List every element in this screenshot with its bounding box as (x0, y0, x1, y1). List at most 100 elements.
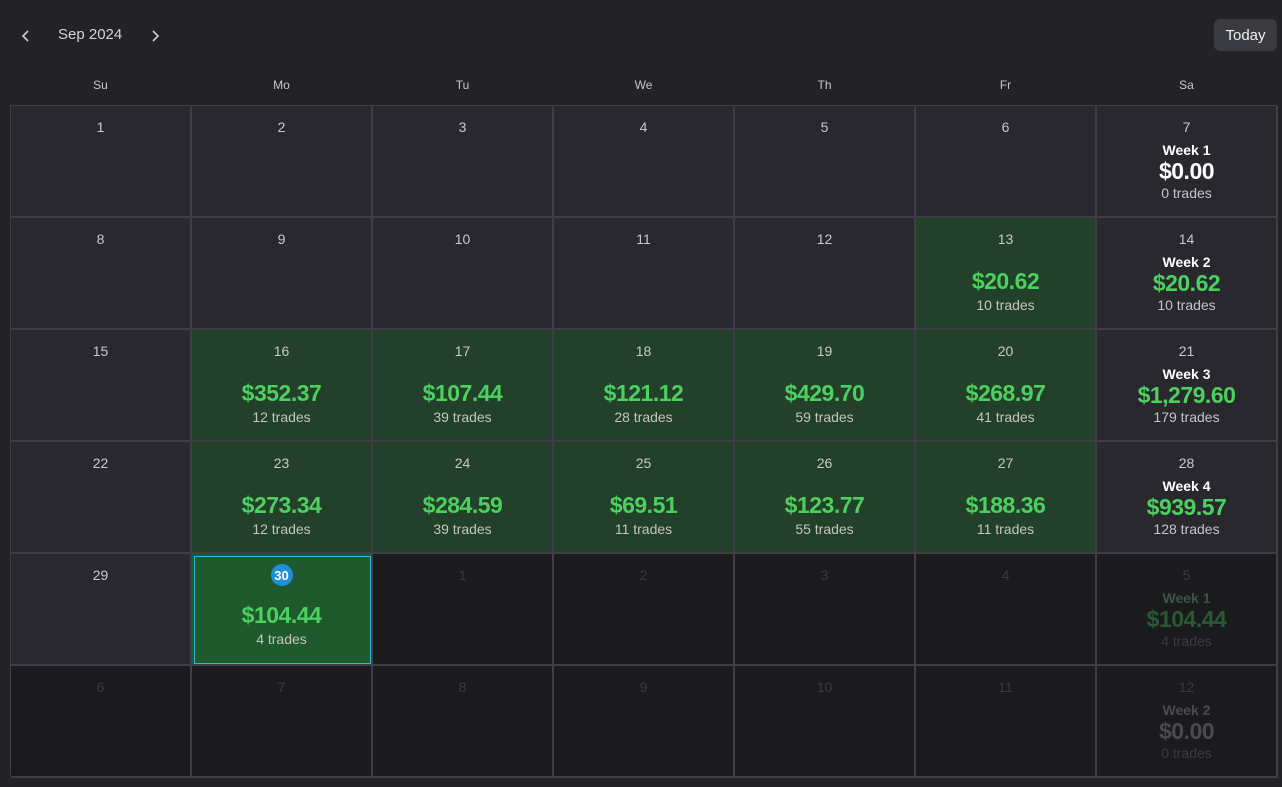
week-label: Week 1 (1162, 142, 1211, 158)
day-number: 11 (998, 679, 1013, 695)
day-pnl: $69.51 (609, 492, 678, 518)
week-summary-cell[interactable]: 14 Week 2 $20.62 10 trades (1097, 218, 1278, 330)
day-number: 19 (816, 343, 833, 359)
week-trade-count: 4 trades (1161, 633, 1212, 649)
day-cell[interactable]: 9 (192, 218, 373, 330)
day-cell[interactable]: 2 (192, 106, 373, 218)
day-cell[interactable]: 1 (11, 106, 192, 218)
day-cell[interactable]: 27 $188.36 11 trades (916, 442, 1097, 554)
day-number: 15 (92, 343, 109, 359)
day-cell[interactable]: 1 (373, 554, 554, 666)
today-button[interactable]: Today (1214, 19, 1277, 51)
day-cell[interactable]: 9 (554, 666, 735, 778)
week-summary-cell[interactable]: 28 Week 4 $939.57 128 trades (1097, 442, 1278, 554)
day-number: 27 (997, 455, 1014, 471)
day-cell[interactable]: 8 (373, 666, 554, 778)
day-cell[interactable]: 16 $352.37 12 trades (192, 330, 373, 442)
day-cell[interactable]: 11 (916, 666, 1097, 778)
day-number: 18 (635, 343, 652, 359)
week-total-pnl: $0.00 (1158, 718, 1215, 744)
day-cell[interactable]: 4 (916, 554, 1097, 666)
day-number: 8 (458, 679, 467, 695)
week-trade-count: 0 trades (1161, 745, 1212, 761)
day-cell[interactable]: 24 $284.59 39 trades (373, 442, 554, 554)
week-total-pnl: $104.44 (1146, 606, 1227, 632)
day-trade-count: 39 trades (433, 409, 492, 425)
week-trade-count: 10 trades (1157, 297, 1216, 313)
week-total-pnl: $20.62 (1152, 270, 1221, 296)
calendar-header: Sep 2024 Today (0, 0, 1282, 70)
day-number: 17 (454, 343, 471, 359)
day-cell[interactable]: 25 $69.51 11 trades (554, 442, 735, 554)
day-number: 6 (96, 679, 105, 695)
weekday-label: Mo (273, 78, 290, 92)
day-trade-count: 55 trades (795, 521, 854, 537)
day-cell[interactable]: 22 (11, 442, 192, 554)
day-trade-count: 10 trades (976, 297, 1035, 313)
next-month-button[interactable] (142, 22, 168, 50)
weekday-label: Th (817, 78, 832, 92)
day-cell[interactable]: 5 (735, 106, 916, 218)
day-number: 26 (816, 455, 833, 471)
chevron-right-icon (152, 30, 160, 42)
day-number: 7 (277, 679, 286, 695)
day-cell[interactable]: 10 (373, 218, 554, 330)
day-cell[interactable]: 19 $429.70 59 trades (735, 330, 916, 442)
day-cell[interactable]: 13 $20.62 10 trades (916, 218, 1097, 330)
day-cell[interactable]: 8 (11, 218, 192, 330)
day-cell[interactable]: 11 (554, 218, 735, 330)
week-label: Week 4 (1162, 478, 1211, 494)
day-number: 3 (458, 119, 467, 135)
day-number: 23 (273, 455, 290, 471)
day-number: 1 (96, 119, 105, 135)
week-label: Week 2 (1162, 702, 1211, 718)
day-cell[interactable]: 10 (735, 666, 916, 778)
day-pnl: $104.44 (241, 602, 322, 628)
day-number: 14 (1178, 231, 1195, 247)
day-cell[interactable]: 12 (735, 218, 916, 330)
day-pnl: $284.59 (422, 492, 503, 518)
day-cell[interactable]: 6 (916, 106, 1097, 218)
day-cell[interactable]: 23 $273.34 12 trades (192, 442, 373, 554)
day-number: 4 (639, 119, 648, 135)
day-number: 29 (92, 567, 109, 583)
day-cell[interactable]: 4 (554, 106, 735, 218)
week-summary-cell[interactable]: 12 Week 2 $0.00 0 trades (1097, 666, 1278, 778)
day-trade-count: 12 trades (252, 409, 311, 425)
day-cell[interactable]: 15 (11, 330, 192, 442)
month-label: Sep 2024 (58, 26, 123, 43)
day-pnl: $352.37 (241, 380, 322, 406)
day-cell[interactable]: 6 (11, 666, 192, 778)
day-number: 9 (277, 231, 286, 247)
day-cell[interactable]: 29 (11, 554, 192, 666)
week-summary-cell[interactable]: 5 Week 1 $104.44 4 trades (1097, 554, 1278, 666)
day-cell[interactable]: 20 $268.97 41 trades (916, 330, 1097, 442)
day-number: 28 (1178, 455, 1195, 471)
day-number: 5 (1182, 567, 1191, 583)
week-label: Week 1 (1162, 590, 1211, 606)
day-cell[interactable]: 2 (554, 554, 735, 666)
prev-month-button[interactable] (13, 22, 39, 50)
day-number: 9 (639, 679, 648, 695)
day-cell[interactable]: 26 $123.77 55 trades (735, 442, 916, 554)
day-cell[interactable]: 18 $121.12 28 trades (554, 330, 735, 442)
day-cell[interactable]: 3 (373, 106, 554, 218)
chevron-left-icon (21, 30, 29, 42)
day-number: 11 (636, 231, 651, 247)
weekday-label: Fr (999, 78, 1012, 92)
day-trade-count: 39 trades (433, 521, 492, 537)
week-total-pnl: $939.57 (1146, 494, 1227, 520)
day-number: 10 (816, 679, 833, 695)
week-summary-cell[interactable]: 21 Week 3 $1,279.60 179 trades (1097, 330, 1278, 442)
week-summary-cell[interactable]: 7 Week 1 $0.00 0 trades (1097, 106, 1278, 218)
day-pnl: $268.97 (965, 380, 1046, 406)
day-pnl: $123.77 (784, 492, 865, 518)
day-cell[interactable]: 7 (192, 666, 373, 778)
day-pnl: $273.34 (241, 492, 322, 518)
day-cell[interactable]: 3 (735, 554, 916, 666)
day-trade-count: 4 trades (256, 631, 307, 647)
day-trade-count: 28 trades (614, 409, 673, 425)
day-cell[interactable]: 17 $107.44 39 trades (373, 330, 554, 442)
day-number: 3 (820, 567, 829, 583)
day-cell[interactable]: 30 $104.44 4 trades (192, 554, 373, 666)
